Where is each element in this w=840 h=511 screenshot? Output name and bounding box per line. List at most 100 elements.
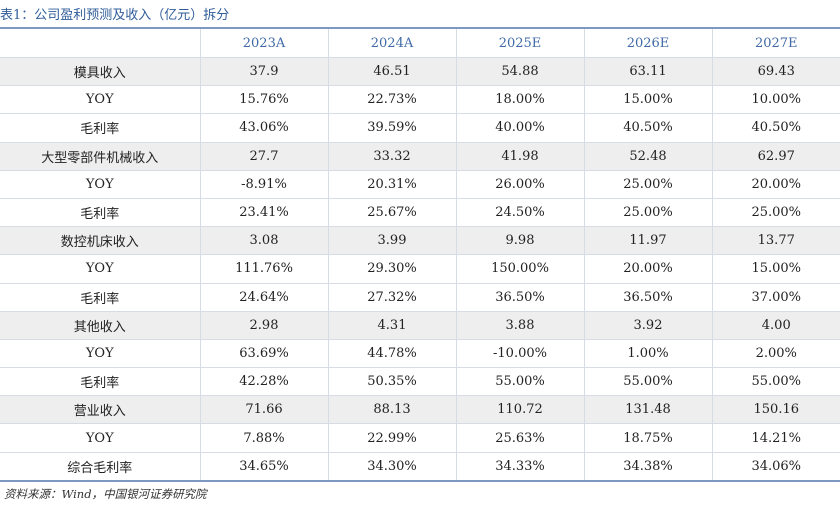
data-cell: 111.76% [199, 254, 328, 284]
table-row: 毛利率 43.06% 39.59% 40.00% 40.50% 40.50% [0, 113, 840, 143]
data-cell: 18.00% [455, 85, 584, 115]
data-cell: 41.98 [455, 142, 584, 171]
data-cell: 34.06% [711, 452, 840, 482]
data-cell: 37.9 [199, 57, 328, 87]
header-cell: 2024A [327, 28, 456, 58]
data-cell: 63.69% [199, 339, 328, 369]
data-cell: 7.88% [199, 423, 328, 453]
data-cell: 3.99 [327, 226, 456, 256]
data-cell: 50.35% [327, 367, 456, 397]
data-cell: 71.66 [199, 395, 328, 425]
data-cell: 55.00% [455, 367, 584, 397]
data-cell: 40.50% [711, 113, 840, 143]
table-row: YOY 7.88% 22.99% 25.63% 18.75% 14.21% [0, 423, 840, 453]
data-cell: 25.67% [327, 198, 456, 228]
data-cell: 22.73% [327, 85, 456, 115]
data-cell: 4.00 [711, 311, 840, 340]
table-row: YOY 63.69% 44.78% -10.00% 1.00% 2.00% [0, 339, 840, 369]
data-cell: 15.00% [583, 85, 712, 115]
header-cell: 2027E [711, 28, 840, 58]
data-cell: 44.78% [327, 339, 456, 369]
data-cell: 34.30% [327, 452, 456, 482]
data-cell: 24.50% [455, 198, 584, 228]
table-body: 模具收入 37.9 46.51 54.88 63.11 69.43 YOY 15.76% 22.… [0, 57, 840, 482]
data-cell: 2.00% [711, 339, 840, 369]
data-cell: 37.00% [711, 283, 840, 312]
data-cell: 25.00% [583, 170, 712, 199]
table-header: 2023A 2024A 2025E 2026E 2027E [0, 28, 840, 58]
data-cell: 22.99% [327, 423, 456, 453]
data-cell: 29.30% [327, 254, 456, 284]
data-cell: 3.08 [199, 226, 328, 256]
data-cell: 62.97 [711, 142, 840, 171]
data-cell: 9.98 [455, 226, 584, 256]
row-label: 营业收入 [0, 395, 200, 425]
row-label: YOY [0, 423, 200, 453]
row-label: YOY [0, 85, 200, 115]
data-cell: 3.92 [583, 311, 712, 340]
data-cell: 1.00% [583, 339, 712, 369]
row-label: 毛利率 [0, 113, 200, 143]
data-cell: 34.33% [455, 452, 584, 482]
data-cell: 10.00% [711, 85, 840, 115]
table-row: 模具收入 37.9 46.51 54.88 63.11 69.43 [0, 57, 840, 87]
row-label: 其他收入 [0, 311, 200, 340]
data-cell: 27.32% [327, 283, 456, 312]
data-cell: 34.38% [583, 452, 712, 482]
table-row: 毛利率 24.64% 27.32% 36.50% 36.50% 37.00% [0, 283, 840, 312]
data-cell: 34.65% [199, 452, 328, 482]
data-cell: 42.28% [199, 367, 328, 397]
data-cell: 52.48 [583, 142, 712, 171]
data-cell: 2.98 [199, 311, 328, 340]
data-cell: 26.00% [455, 170, 584, 199]
data-cell: 36.50% [583, 283, 712, 312]
data-cell: 27.7 [199, 142, 328, 171]
data-cell: 4.31 [327, 311, 456, 340]
data-cell: 15.76% [199, 85, 328, 115]
data-cell: 15.00% [711, 254, 840, 284]
header-row: 2023A 2024A 2025E 2026E 2027E [0, 28, 840, 58]
data-cell: 20.31% [327, 170, 456, 199]
data-cell: 55.00% [711, 367, 840, 397]
row-label: 大型零部件机械收入 [0, 142, 200, 171]
table-title: 表1：公司盈利预测及收入（亿元）拆分 [0, 8, 230, 23]
data-cell: 25.00% [711, 198, 840, 228]
data-cell: 150.16 [711, 395, 840, 425]
data-cell: 20.00% [711, 170, 840, 199]
row-label: 毛利率 [0, 367, 200, 397]
data-cell: 46.51 [327, 57, 456, 87]
data-cell: 23.41% [199, 198, 328, 228]
data-cell: 150.00% [455, 254, 584, 284]
data-cell: 11.97 [583, 226, 712, 256]
table-row: YOY 111.76% 29.30% 150.00% 20.00% 15.00% [0, 254, 840, 284]
data-cell: 18.75% [583, 423, 712, 453]
row-label: YOY [0, 339, 200, 369]
table-row: 毛利率 23.41% 25.67% 24.50% 25.00% 25.00% [0, 198, 840, 228]
row-label: YOY [0, 170, 200, 199]
data-cell: 43.06% [199, 113, 328, 143]
row-label: 数控机床收入 [0, 226, 200, 256]
data-cell: 40.50% [583, 113, 712, 143]
data-cell: 36.50% [455, 283, 584, 312]
row-label: 毛利率 [0, 198, 200, 228]
data-cell: 55.00% [583, 367, 712, 397]
data-cell: 69.43 [711, 57, 840, 87]
header-cell: 2025E [455, 28, 584, 58]
data-cell: 54.88 [455, 57, 584, 87]
data-cell: 24.64% [199, 283, 328, 312]
data-cell: 25.63% [455, 423, 584, 453]
header-cell: 2026E [583, 28, 712, 58]
data-cell: 110.72 [455, 395, 584, 425]
table-row: 综合毛利率 34.65% 34.30% 34.33% 34.38% 34.06% [0, 452, 840, 482]
table-row: YOY -8.91% 20.31% 26.00% 25.00% 20.00% [0, 170, 840, 199]
data-cell: 3.88 [455, 311, 584, 340]
row-label: 毛利率 [0, 283, 200, 312]
data-cell: 25.00% [583, 198, 712, 228]
data-cell: 40.00% [455, 113, 584, 143]
data-cell: 14.21% [711, 423, 840, 453]
table-row: 营业收入 71.66 88.13 110.72 131.48 150.16 [0, 395, 840, 425]
table-row: 大型零部件机械收入 27.7 33.32 41.98 52.48 62.97 [0, 142, 840, 171]
table-row: 其他收入 2.98 4.31 3.88 3.92 4.00 [0, 311, 840, 340]
row-label: 模具收入 [0, 57, 200, 87]
